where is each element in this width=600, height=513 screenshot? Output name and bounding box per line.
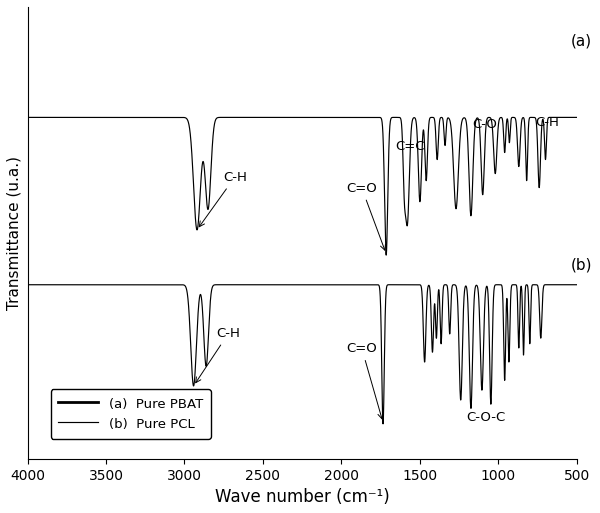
Text: (a): (a) (571, 34, 592, 49)
Text: C=O: C=O (346, 342, 383, 419)
Legend: (a)  Pure PBAT, (b)  Pure PCL: (a) Pure PBAT, (b) Pure PCL (50, 389, 211, 439)
Text: C=O: C=O (346, 182, 385, 250)
Text: C-H: C-H (535, 115, 559, 129)
Text: C-H: C-H (196, 327, 241, 383)
Text: (b): (b) (571, 258, 592, 273)
Text: C-O: C-O (472, 119, 497, 131)
Text: C-O-C: C-O-C (466, 410, 505, 424)
Text: C=C: C=C (395, 140, 424, 152)
Text: C-H: C-H (199, 171, 247, 227)
X-axis label: Wave number (cm⁻¹): Wave number (cm⁻¹) (215, 488, 389, 506)
Y-axis label: Transmittance (u.a.): Transmittance (u.a.) (7, 156, 22, 310)
